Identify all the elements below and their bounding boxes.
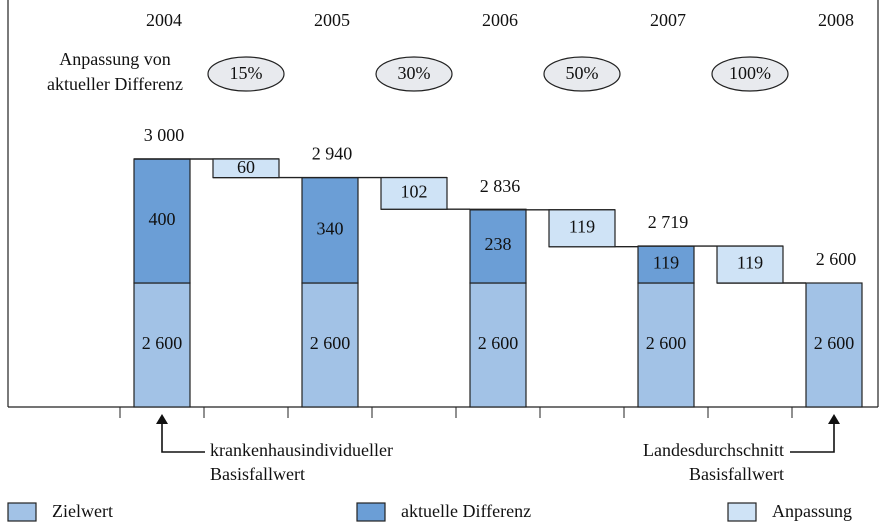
adjustment-box [212, 158, 280, 179]
annotation: Basisfallwert [689, 464, 784, 484]
total-label: 2 940 [312, 144, 353, 164]
share-title: aktueller Differenz [47, 74, 183, 94]
x-tick-label: 2004 [146, 10, 182, 30]
bar-segment [805, 282, 863, 408]
arrow-head [828, 414, 840, 424]
bar-segment [637, 245, 695, 284]
x-tick-label: 2006 [482, 10, 518, 30]
total-label: 2 836 [480, 176, 521, 196]
annotation-arrows [161, 422, 835, 453]
bar-segment [469, 282, 527, 408]
arrow-head [156, 414, 168, 424]
annotation: Landesdurchschnitt [643, 440, 784, 460]
legend-swatch [356, 502, 386, 522]
bar-segment [301, 282, 359, 408]
legend-swatch [7, 502, 37, 522]
legend-label: Anpassung [772, 501, 852, 521]
adjustment-label: 102 [401, 182, 428, 202]
share-oval [207, 56, 285, 92]
annotation: Basisfallwert [210, 464, 305, 484]
share-oval [543, 56, 621, 92]
adjustment-label: 60 [237, 157, 255, 177]
adjustment-box [716, 245, 784, 284]
x-tick-label: 2008 [818, 10, 854, 30]
segment-label: 2 600 [814, 333, 855, 353]
adjustment-label: 119 [737, 253, 763, 273]
segment-label: 2 600 [646, 333, 687, 353]
bar-segment [469, 208, 527, 284]
adjustment-box [548, 209, 616, 248]
share-oval [375, 56, 453, 92]
segment-label: 2 600 [478, 333, 519, 353]
bar-segment [133, 282, 191, 408]
share-oval [711, 56, 789, 92]
share-title: Anpassung von [59, 49, 171, 69]
segment-label: 2 600 [310, 333, 351, 353]
annotation: krankenhausindividueller [210, 440, 393, 460]
x-tick-label: 2007 [650, 10, 686, 30]
total-label: 2 719 [648, 212, 689, 232]
share-label: 15% [230, 63, 263, 83]
segment-label: 119 [653, 253, 679, 273]
segment-label: 2 600 [142, 333, 183, 353]
x-tick-label: 2005 [314, 10, 350, 30]
bar-segment [637, 282, 695, 408]
segment-label: 400 [149, 209, 176, 229]
total-label: 3 000 [144, 125, 185, 145]
bar-segment [133, 158, 191, 284]
legend-label: aktuelle Differenz [401, 501, 531, 521]
adjustment-label: 119 [569, 216, 595, 236]
share-label: 30% [398, 63, 431, 83]
segment-label: 238 [485, 234, 512, 254]
total-label: 2 600 [816, 249, 857, 269]
segment-label: 340 [317, 218, 344, 238]
legend-label: Zielwert [52, 501, 113, 521]
legend-swatch [727, 502, 757, 522]
share-label: 50% [566, 63, 599, 83]
adjustment-box [380, 177, 448, 210]
share-label: 100% [729, 63, 771, 83]
